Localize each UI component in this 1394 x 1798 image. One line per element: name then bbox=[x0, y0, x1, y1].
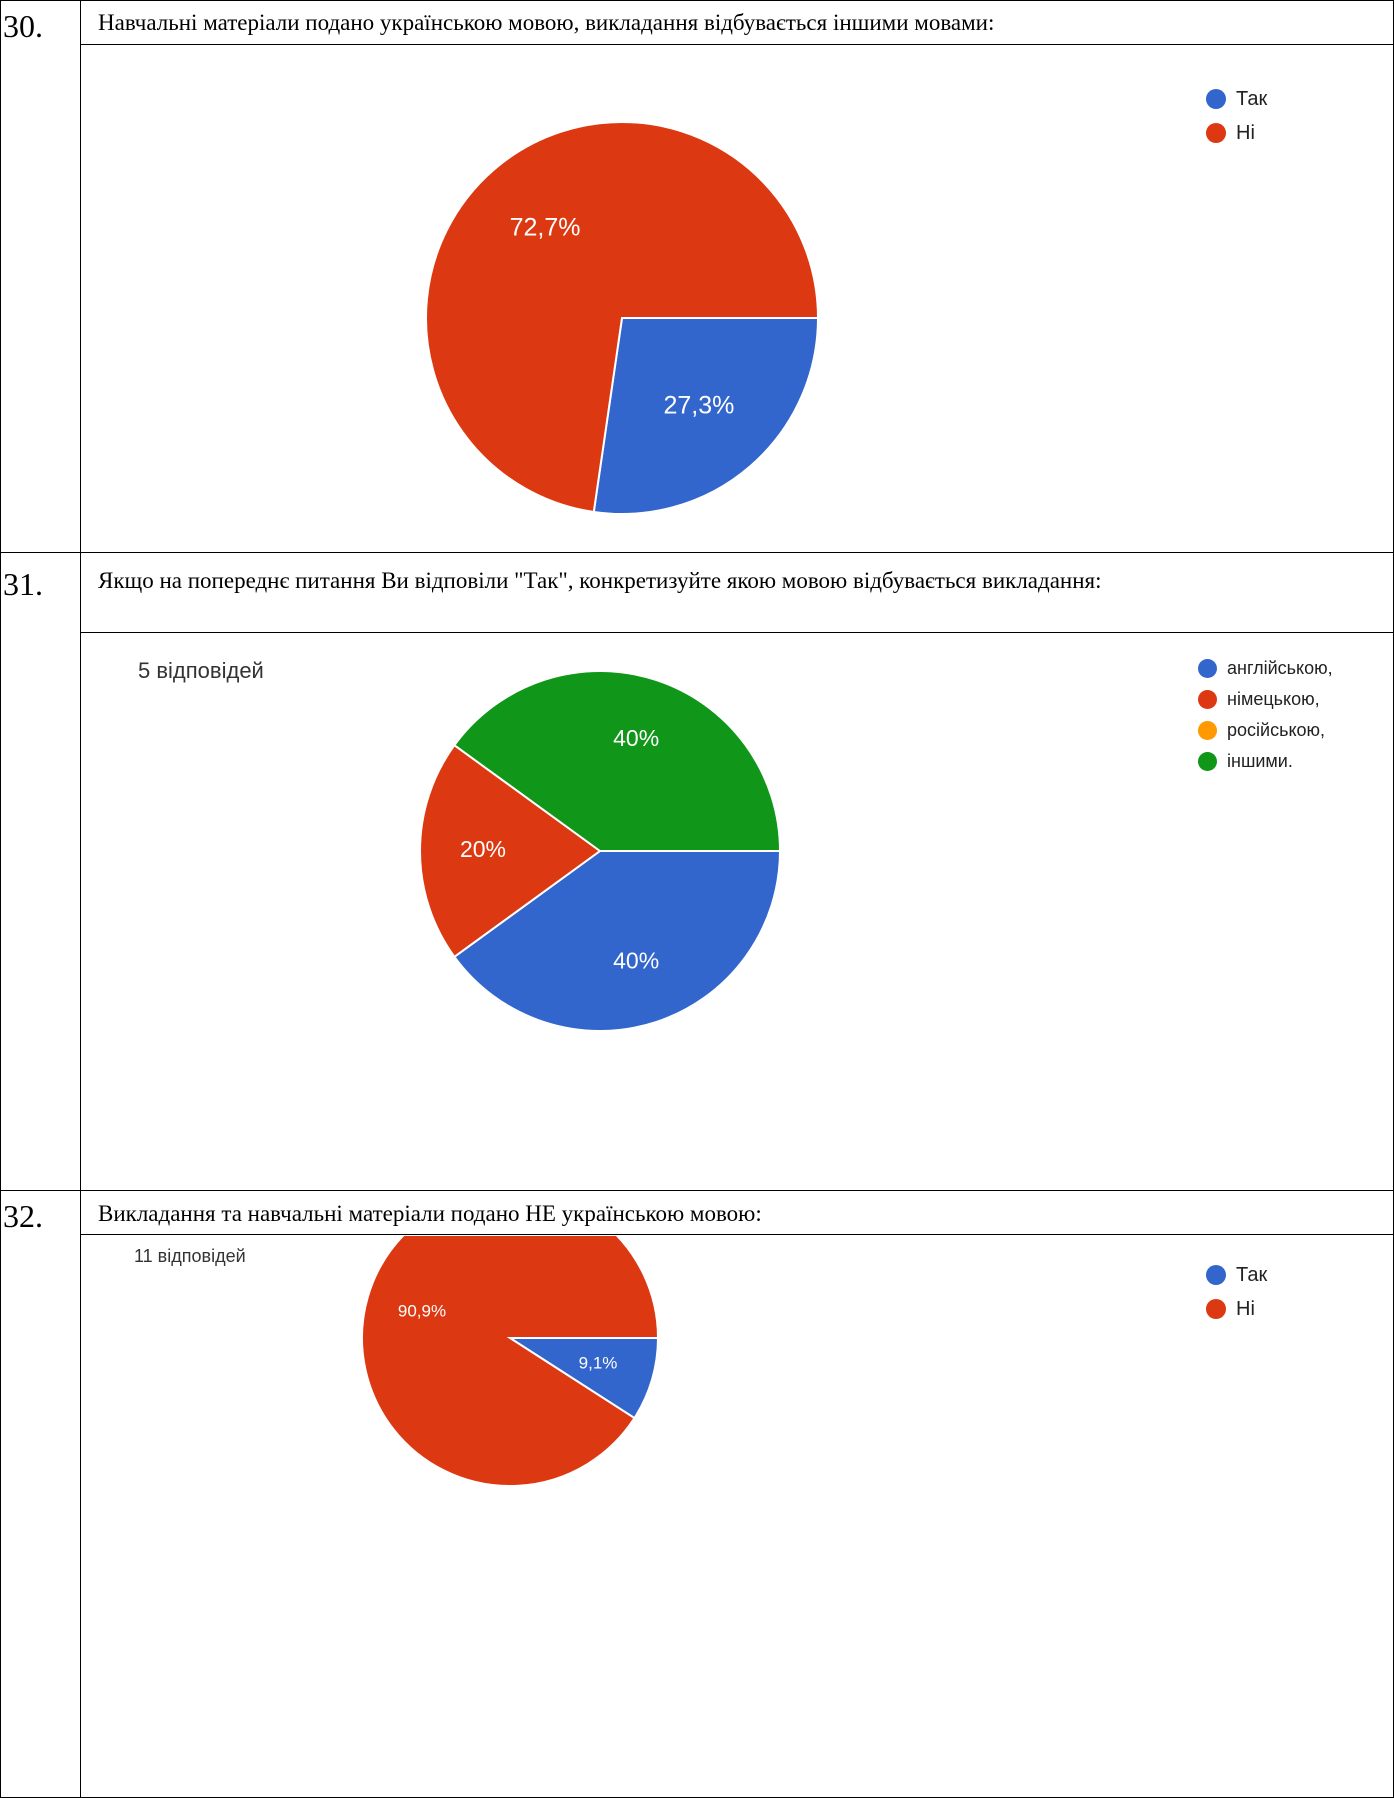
pie-label-ні: 90,9% bbox=[398, 1302, 446, 1321]
legend-swatch-icon bbox=[1198, 721, 1217, 740]
pie-slice-іншими bbox=[452, 670, 782, 852]
table-border-top bbox=[0, 0, 1394, 1]
legend-swatch-icon bbox=[1198, 659, 1217, 678]
number-column-divider bbox=[80, 0, 81, 1798]
pie-slice-англійською bbox=[452, 850, 782, 1032]
legend-item-іншими: іншими. bbox=[1198, 746, 1333, 777]
legend-32: Так Ні bbox=[1206, 1258, 1267, 1326]
pie-label-так: 27,3% bbox=[663, 392, 734, 420]
pie-label-німецькою: 20% bbox=[460, 836, 506, 862]
legend-swatch-icon bbox=[1206, 1265, 1226, 1285]
row-number-32: 32. bbox=[3, 1198, 43, 1234]
response-count-32: 11 відповідей bbox=[134, 1246, 246, 1266]
legend-label: Ні bbox=[1236, 1297, 1255, 1320]
legend-item-російською: російською, bbox=[1198, 715, 1333, 746]
legend-label: іншими. bbox=[1227, 751, 1293, 771]
pie-label-так: 9,1% bbox=[579, 1353, 618, 1372]
row-30-header-divider bbox=[80, 44, 1394, 45]
legend-item-так: Так bbox=[1206, 82, 1267, 116]
legend-item-так: Так bbox=[1206, 1258, 1267, 1292]
legend-swatch-icon bbox=[1206, 1299, 1226, 1319]
legend-31: англійською, німецькою, російською, іншими. bbox=[1198, 653, 1333, 777]
pie-label-англійською: 40% bbox=[613, 947, 659, 973]
legend-swatch-icon bbox=[1206, 123, 1226, 143]
question-32: Викладання та навчальні матеріали подано… bbox=[98, 1201, 762, 1226]
legend-swatch-icon bbox=[1206, 89, 1226, 109]
pie-chart-31: 40% 20% 40% bbox=[419, 670, 782, 1032]
legend-label: Так bbox=[1236, 87, 1268, 110]
legend-swatch-icon bbox=[1198, 752, 1217, 771]
legend-item-ні: Ні bbox=[1206, 1292, 1267, 1326]
legend-label: Ні bbox=[1236, 121, 1255, 144]
row-number-30: 30. bbox=[3, 8, 43, 44]
pie-label-іншими: 40% bbox=[613, 725, 659, 751]
legend-swatch-icon bbox=[1198, 690, 1217, 709]
pie-chart-32: 9,1% 90,9% bbox=[361, 1236, 660, 1487]
row-31-header-divider bbox=[80, 632, 1394, 633]
pie-slice-так bbox=[506, 1337, 660, 1420]
row-number-31: 31. bbox=[3, 566, 43, 602]
pie-slice-німецькою bbox=[419, 743, 602, 959]
row-divider-31-32 bbox=[0, 1190, 1394, 1191]
legend-30: Так Ні bbox=[1206, 82, 1267, 150]
table-border-left bbox=[0, 0, 1, 1798]
legend-label: англійською, bbox=[1227, 658, 1333, 678]
legend-item-німецькою: німецькою, bbox=[1198, 684, 1333, 715]
legend-label: російською, bbox=[1227, 720, 1326, 740]
pie-slice-так bbox=[592, 317, 820, 515]
question-30: Навчальні матеріали подано українською м… bbox=[98, 10, 995, 35]
legend-item-англійською: англійською, bbox=[1198, 653, 1333, 684]
row-divider-30-31 bbox=[0, 552, 1394, 553]
legend-label: Так bbox=[1236, 1263, 1268, 1286]
response-count-31: 5 відповідей bbox=[138, 658, 264, 683]
pie-slice-ні bbox=[425, 121, 820, 514]
pie-chart-30: 27,3% 72,7% bbox=[425, 121, 820, 515]
row-32-header-divider bbox=[80, 1234, 1394, 1235]
pie-label-ні: 72,7% bbox=[510, 214, 581, 242]
question-31: Якщо на попереднє питання Ви відповіли "… bbox=[98, 568, 1102, 593]
legend-label: німецькою, bbox=[1227, 689, 1320, 709]
legend-item-ні: Ні bbox=[1206, 116, 1267, 150]
pie-slice-ні bbox=[361, 1236, 660, 1487]
